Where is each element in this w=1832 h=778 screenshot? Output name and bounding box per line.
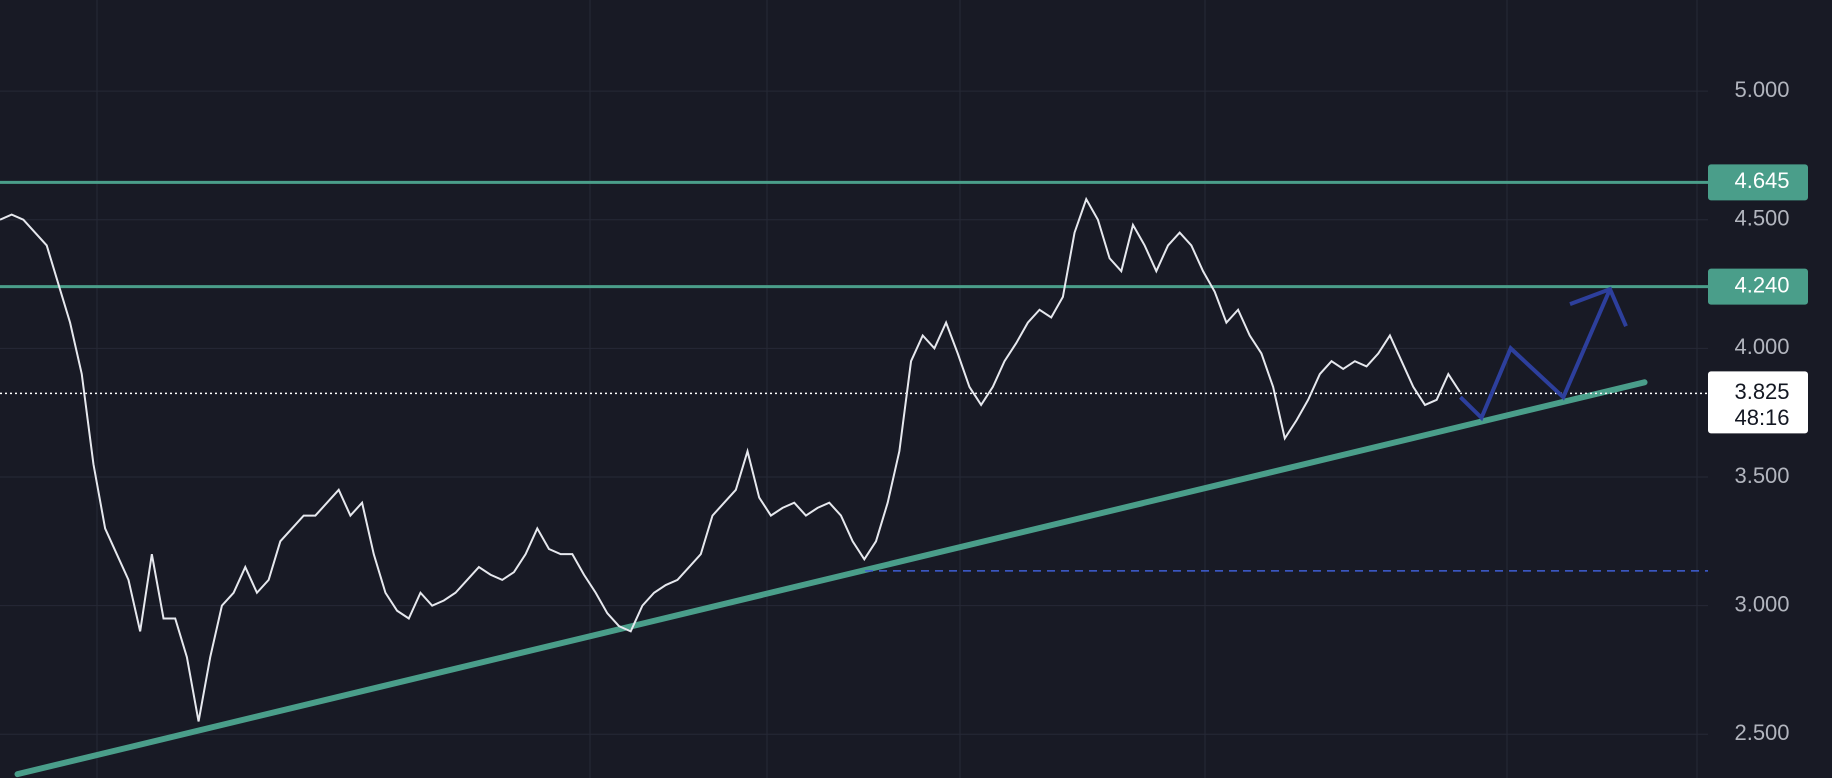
level-tag (1708, 164, 1808, 201)
y-tick-label: 4.000 (1734, 334, 1789, 359)
projection-arrowhead (1569, 286, 1628, 327)
y-tick-label: 4.500 (1734, 206, 1789, 231)
y-tick-label: 3.500 (1734, 463, 1789, 488)
projection-path (1459, 288, 1612, 422)
level-tag (1708, 268, 1808, 305)
countdown-label: 48:16 (1734, 405, 1789, 430)
y-tick-label: 5.000 (1734, 77, 1789, 102)
y-tick-label: 2.500 (1734, 720, 1789, 745)
current-price-tag (1708, 371, 1808, 434)
level-label: 4.240 (1734, 272, 1789, 297)
current-price-label: 3.825 (1734, 379, 1789, 404)
vertical-grid (96, 0, 1698, 778)
level-label: 4.645 (1734, 168, 1789, 193)
trendline (14, 379, 1648, 778)
y-tick-label: 3.000 (1734, 591, 1789, 616)
price-line (0, 196, 1461, 722)
